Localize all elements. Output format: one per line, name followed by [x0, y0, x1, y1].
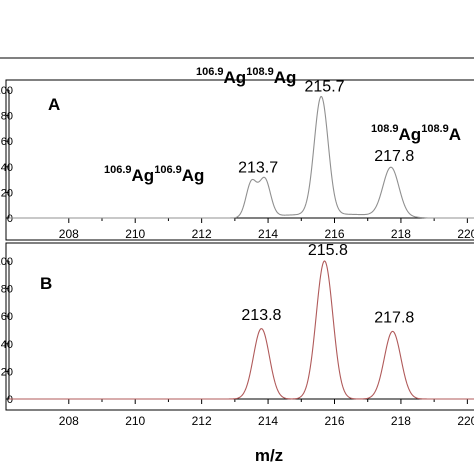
x-axis-title: m/z — [255, 446, 283, 465]
y-tick-label: 40 — [1, 339, 13, 351]
species-isotope: 108.9 — [246, 66, 274, 78]
spectrum-trace — [9, 95, 474, 219]
spectrum-trace — [9, 260, 474, 400]
svg-text:108.9Ag108.9A: 108.9Ag108.9A — [371, 123, 461, 144]
species-isotope: 108.9 — [371, 123, 399, 135]
x-tick-label: 212 — [192, 227, 212, 241]
svg-text:106.9Ag106.9Ag: 106.9Ag106.9Ag — [104, 164, 204, 185]
y-tick-label: 20 — [1, 187, 13, 199]
x-tick-label: 218 — [391, 414, 411, 428]
x-tick-label: 218 — [391, 227, 411, 241]
species-element: A — [449, 125, 461, 144]
x-tick-label: 214 — [258, 414, 278, 428]
y-tick-label: 100 — [0, 85, 13, 97]
peak-label: 213.8 — [241, 307, 281, 324]
y-tick-label: 80 — [1, 111, 13, 123]
x-tick-label: 208 — [59, 414, 79, 428]
y-tick-label: 60 — [1, 311, 13, 323]
y-tick-label: 60 — [1, 136, 13, 148]
x-tick-label: 220 — [457, 414, 474, 428]
species-isotope: 108.9 — [421, 123, 449, 135]
panel-a: A 208 210 212 214 216 218 220 0 20 40 60 80 100 213.7… — [0, 66, 474, 241]
species-element: Ag — [182, 166, 205, 185]
species-element: Ag — [274, 68, 297, 87]
x-tick-label: 210 — [125, 414, 145, 428]
species-element: Ag — [132, 166, 155, 185]
y-tick-label: 0 — [7, 213, 13, 225]
y-tick-label: 100 — [0, 256, 13, 268]
y-tick-label: 40 — [1, 162, 13, 174]
panel-a-label: A — [48, 95, 60, 114]
peak-label: 217.8 — [374, 148, 414, 165]
species-label-ag107-ag109: 106.9Ag108.9Ag — [196, 66, 296, 87]
panel-a-frame — [5, 79, 474, 241]
species-isotope: 106.9 — [154, 164, 182, 176]
species-isotope: 106.9 — [196, 66, 224, 78]
species-label-ag109-ag109: 108.9Ag108.9A — [371, 123, 461, 144]
x-tick-label: 220 — [457, 227, 474, 241]
species-isotope: 106.9 — [104, 164, 132, 176]
panel-b-plot: 208 210 212 214 216 218 220 0 20 40 60 80 100 213.8 21… — [0, 242, 474, 428]
peak-label: 217.8 — [374, 310, 414, 327]
x-tick-label: 216 — [324, 414, 344, 428]
panel-b: B 208 210 212 214 216 218 220 0 20 40 60 80 100 213.8… — [0, 242, 474, 428]
panel-b-frame — [5, 242, 474, 411]
x-tick-label: 212 — [192, 414, 212, 428]
species-element: Ag — [224, 68, 247, 87]
peak-label: 215.7 — [305, 79, 345, 96]
species-element: Ag — [399, 125, 422, 144]
panel-b-label: B — [40, 274, 52, 293]
y-tick-label: 20 — [1, 366, 13, 378]
x-tick-label: 208 — [59, 227, 79, 241]
y-tick-label: 0 — [7, 394, 13, 406]
peak-label: 215.8 — [308, 242, 348, 259]
x-tick-label: 216 — [324, 227, 344, 241]
panel-a-plot: 208 210 212 214 216 218 220 0 20 40 60 80 100 213.7 21… — [0, 79, 474, 241]
species-label-ag107-ag107: 106.9Ag106.9Ag — [104, 164, 204, 185]
x-tick-label: 214 — [258, 227, 278, 241]
x-tick-label: 210 — [125, 227, 145, 241]
y-tick-label: 80 — [1, 284, 13, 296]
peak-label: 213.7 — [238, 159, 278, 176]
svg-text:106.9Ag108.9Ag: 106.9Ag108.9Ag — [196, 66, 296, 87]
